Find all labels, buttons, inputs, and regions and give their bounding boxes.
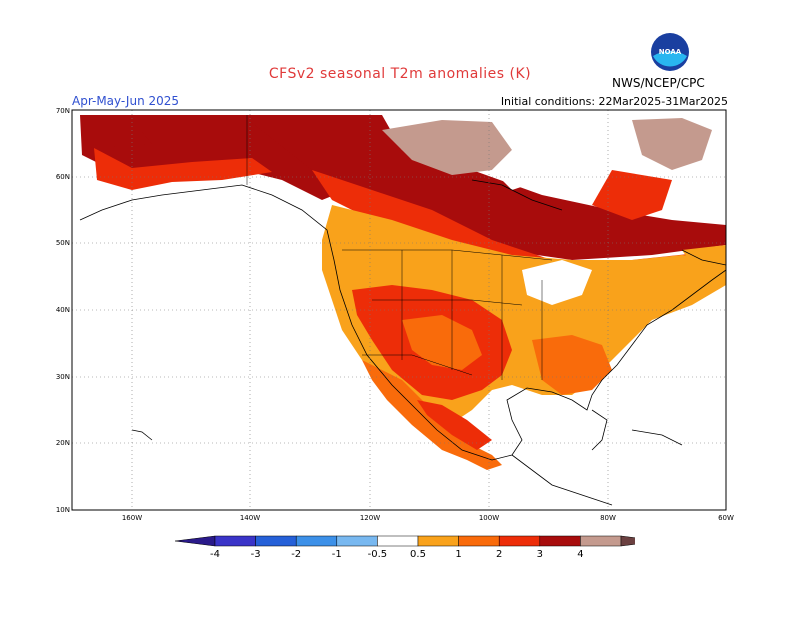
season-label: Apr-May-Jun 2025 <box>72 94 180 108</box>
lon-label: 80W <box>600 514 616 522</box>
borders <box>246 115 553 380</box>
lat-label: 10N <box>56 506 70 514</box>
noaa-logo: NOAA <box>651 33 689 71</box>
colorbar-cell <box>175 535 216 547</box>
lon-label: 160W <box>122 514 142 522</box>
map-frame <box>71 109 727 511</box>
colorbar-label: 1 <box>455 549 461 560</box>
colorbar-cell <box>214 535 256 547</box>
anomaly-map: 70N 60N 50N 40N 30N 20N 10N 160W 140W 12… <box>56 107 734 522</box>
lon-label: 120W <box>360 514 380 522</box>
lat-labels: 70N 60N 50N 40N 30N 20N 10N <box>56 107 70 514</box>
lat-label: 20N <box>56 439 70 447</box>
lon-label: 140W <box>240 514 260 522</box>
lat-label: 60N <box>56 173 70 181</box>
lon-label: 100W <box>479 514 499 522</box>
colorbar-label: -1 <box>332 549 342 560</box>
lat-label: 30N <box>56 373 70 381</box>
initial-conditions: Initial conditions: 22Mar2025-31Mar2025 <box>500 95 728 108</box>
colorbar-cell <box>336 535 378 547</box>
colorbar-label: 0.5 <box>410 549 426 560</box>
colorbar-cell <box>295 535 338 547</box>
colorbar-cell <box>255 535 297 547</box>
map-title: CFSv2 seasonal T2m anomalies (K) <box>268 66 532 82</box>
colorbar: -4 -3 -2 -1 -0.5 0.5 1 2 3 4 <box>175 535 635 560</box>
colorbar-label: 4 <box>577 549 583 560</box>
anomaly-field <box>80 115 726 470</box>
lat-label: 40N <box>56 306 70 314</box>
colorbar-cell <box>580 535 622 547</box>
lon-label: 60W <box>718 514 734 522</box>
lon-labels: 160W 140W 120W 100W 80W 60W <box>122 514 734 522</box>
colorbar-label: -4 <box>210 549 220 560</box>
colorbar-cell <box>458 535 500 547</box>
colorbar-label: 3 <box>537 549 543 560</box>
lat-label: 70N <box>56 107 70 115</box>
colorbar-cell <box>377 535 419 547</box>
colorbar-cell <box>498 535 541 547</box>
colorbar-label: 2 <box>496 549 502 560</box>
coastlines <box>79 179 727 506</box>
colorbar-cell <box>417 535 459 547</box>
logo-text: NOAA <box>659 48 682 56</box>
lat-label: 50N <box>56 239 70 247</box>
colorbar-label: -2 <box>291 549 301 560</box>
colorbar-label: -3 <box>251 549 261 560</box>
agency-label: NWS/NCEP/CPC <box>612 76 705 90</box>
colorbar-cell <box>620 535 635 547</box>
colorbar-cell <box>539 535 581 547</box>
graticule <box>72 110 726 510</box>
colorbar-label: -0.5 <box>368 549 388 560</box>
